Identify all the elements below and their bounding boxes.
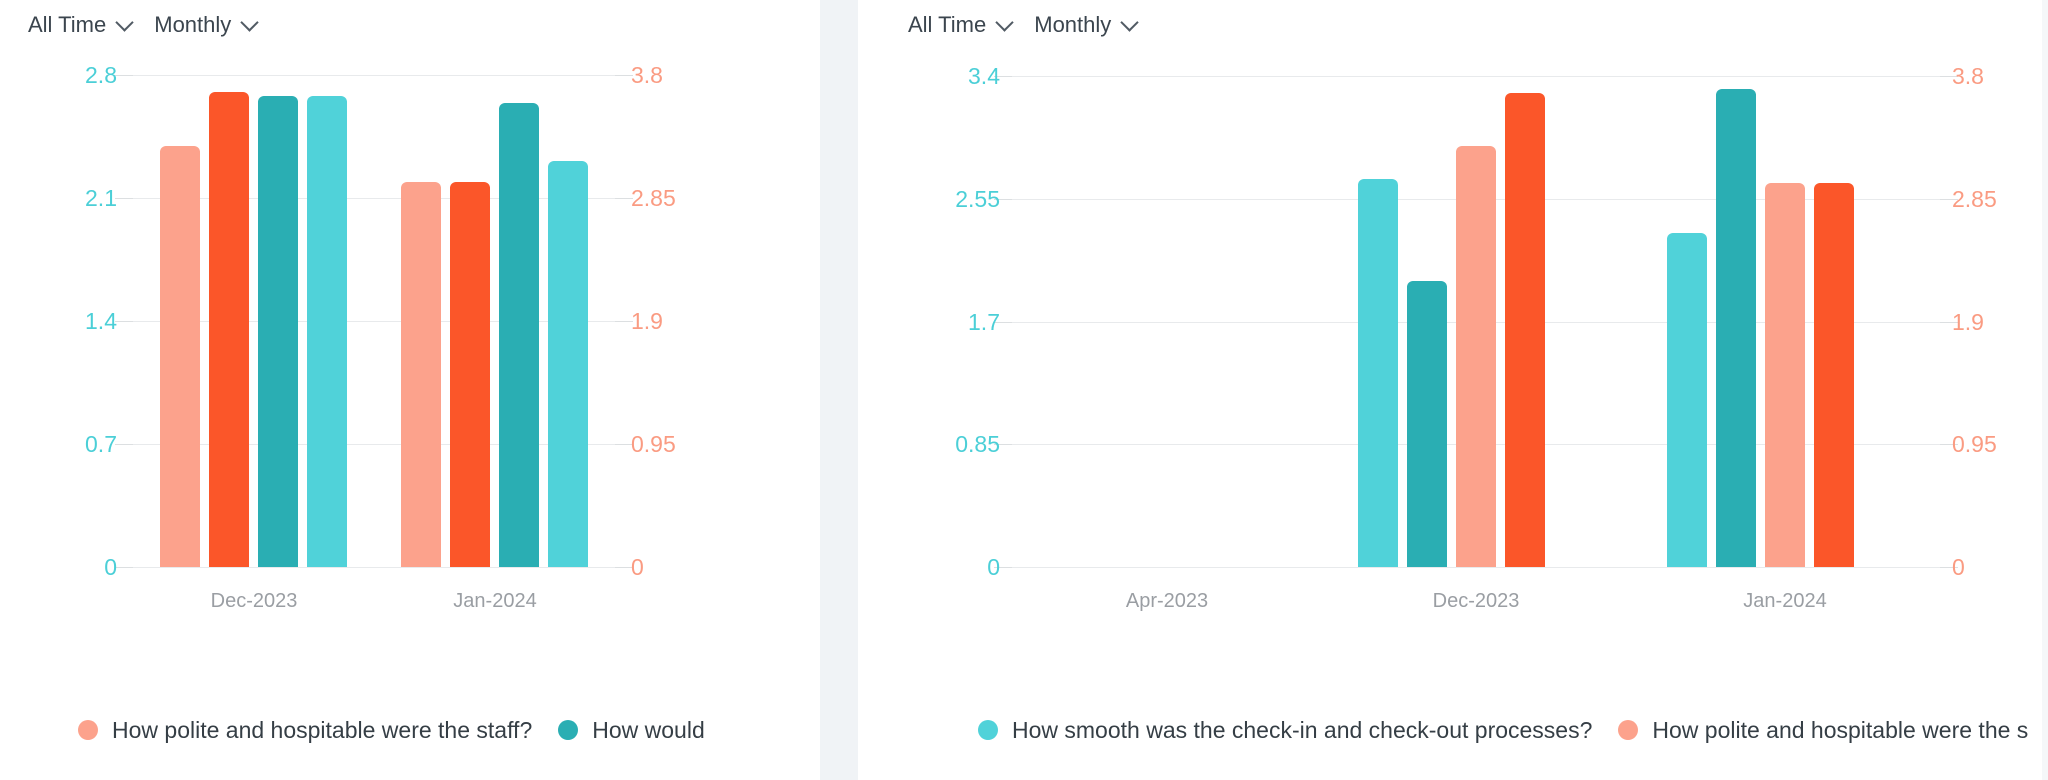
x-axis-label: Dec-2023: [1432, 590, 1520, 612]
axis-tick: [615, 198, 633, 199]
axis-tick: [994, 444, 1012, 445]
gridline: [1012, 76, 1940, 77]
legend-dot-icon: [558, 720, 579, 740]
bar[interactable]: [160, 146, 200, 567]
y-axis-label-left: 1.4: [85, 308, 117, 334]
gridline: [133, 75, 615, 76]
legend-dot-icon: [978, 720, 998, 740]
granularity-value: Monthly: [1034, 12, 1112, 37]
legend-label: How would: [592, 716, 705, 743]
gridline: [133, 321, 615, 322]
y-axis-label-right: 0.95: [631, 431, 676, 457]
y-axis-label-left: 2.1: [85, 185, 117, 211]
axis-tick: [1940, 76, 1958, 77]
y-axis-label-right: 2.85: [631, 185, 676, 211]
bar[interactable]: [1765, 183, 1805, 567]
x-axis-label: Apr-2023: [1125, 590, 1209, 612]
y-axis-label-right: 0: [1952, 554, 1965, 580]
axis-tick: [1940, 444, 1958, 445]
y-axis-label-right: 2.85: [1952, 186, 1997, 212]
legend-dot-icon: [1618, 720, 1639, 740]
bar[interactable]: [499, 103, 539, 567]
x-axis-label: Jan-2024: [1743, 590, 1827, 612]
chart-panel-right: All Time Monthly 0 0 0.85 0.95 1.7 1.9 2.55 2.8…: [858, 0, 2048, 780]
bar[interactable]: [258, 96, 298, 567]
gridline: [1012, 567, 1940, 568]
y-axis-label-right: 3.8: [631, 62, 663, 88]
bar[interactable]: [307, 96, 347, 567]
bar[interactable]: [450, 182, 490, 567]
bar[interactable]: [548, 161, 588, 567]
filter-bar-left: All Time Monthly: [28, 10, 259, 40]
y-axis-label-left: 1.7: [968, 309, 1000, 335]
legend-label: How polite and hospitable were the staff…: [112, 716, 533, 743]
y-axis-label-right: 0.95: [1952, 431, 1997, 457]
time-range-value: All Time: [28, 12, 107, 37]
axis-tick: [994, 567, 1012, 568]
y-axis-label-left: 0: [987, 554, 1000, 580]
bar[interactable]: [1456, 146, 1496, 567]
bar[interactable]: [1667, 233, 1707, 567]
bar[interactable]: [1716, 89, 1756, 567]
legend-item[interactable]: How would: [558, 717, 705, 744]
y-axis-label-right: 1.9: [631, 308, 663, 334]
legend-item[interactable]: How smooth was the check-in and check-ou…: [978, 717, 1592, 744]
y-axis-label-left: 0: [104, 554, 117, 580]
axis-tick: [994, 199, 1012, 200]
gridline: [133, 567, 615, 568]
granularity-dropdown[interactable]: Monthly: [1034, 10, 1139, 40]
y-axis-label-left: 2.55: [955, 186, 1000, 212]
y-axis-label-right: 3.8: [1952, 63, 1984, 89]
filter-bar-right: All Time Monthly: [908, 10, 1139, 40]
axis-tick: [1940, 199, 1958, 200]
granularity-dropdown[interactable]: Monthly: [154, 10, 259, 40]
time-range-dropdown[interactable]: All Time: [908, 10, 1014, 40]
legend-item[interactable]: How polite and hospitable were the staff…: [78, 717, 532, 744]
legend-label: How smooth was the check-in and check-ou…: [1012, 716, 1593, 743]
axis-tick: [615, 75, 633, 76]
gridline: [133, 198, 615, 199]
legend-label: How polite and hospitable were the s: [1652, 716, 2029, 743]
axis-tick: [994, 76, 1012, 77]
bar[interactable]: [1407, 281, 1447, 567]
bar[interactable]: [209, 92, 249, 567]
gridline: [133, 444, 615, 445]
y-axis-label-left: 2.8: [85, 62, 117, 88]
axis-tick: [115, 198, 133, 199]
y-axis-label-right: 0: [631, 554, 644, 580]
bar[interactable]: [1358, 179, 1398, 567]
axis-tick: [615, 321, 633, 322]
legend-left: How polite and hospitable were the staff…: [78, 712, 705, 748]
panel-divider: [820, 0, 858, 780]
y-axis-label-left: 0.7: [85, 431, 117, 457]
axis-tick: [615, 444, 633, 445]
axis-tick: [1940, 567, 1958, 568]
y-axis-label-left: 0.85: [955, 431, 1000, 457]
bar[interactable]: [401, 182, 441, 567]
axis-tick: [115, 567, 133, 568]
time-range-value: All Time: [908, 12, 987, 37]
bar[interactable]: [1814, 183, 1854, 567]
axis-tick: [115, 444, 133, 445]
legend-dot-icon: [78, 720, 98, 740]
axis-tick: [115, 75, 133, 76]
y-axis-label-right: 1.9: [1952, 309, 1984, 335]
axis-tick: [994, 322, 1012, 323]
x-axis-label: Jan-2024: [453, 590, 537, 612]
legend-item[interactable]: How polite and hospitable were the s: [1618, 717, 2028, 744]
axis-tick: [615, 567, 633, 568]
bar-chart-left: 0 0 0.7 0.95 1.4 1.9 2.1 2.85 2.8 3.8 Dec-2023 Jan-…: [0, 0, 820, 640]
axis-tick: [115, 321, 133, 322]
chart-panel-left: All Time Monthly 0 0 0.7 0.95 1.4 1.9 2.1 2.85 2…: [0, 0, 820, 780]
x-axis-label: Dec-2023: [210, 590, 298, 612]
legend-right: How smooth was the check-in and check-ou…: [978, 712, 2028, 748]
time-range-dropdown[interactable]: All Time: [28, 10, 134, 40]
y-axis-label-left: 3.4: [968, 63, 1000, 89]
axis-tick: [1940, 322, 1958, 323]
right-edge-strip: [2042, 0, 2048, 780]
bar-chart-right: 0 0 0.85 0.95 1.7 1.9 2.55 2.85 3.4 3.8 Apr-2023 De…: [858, 0, 2048, 640]
granularity-value: Monthly: [154, 12, 232, 37]
bar[interactable]: [1505, 93, 1545, 567]
